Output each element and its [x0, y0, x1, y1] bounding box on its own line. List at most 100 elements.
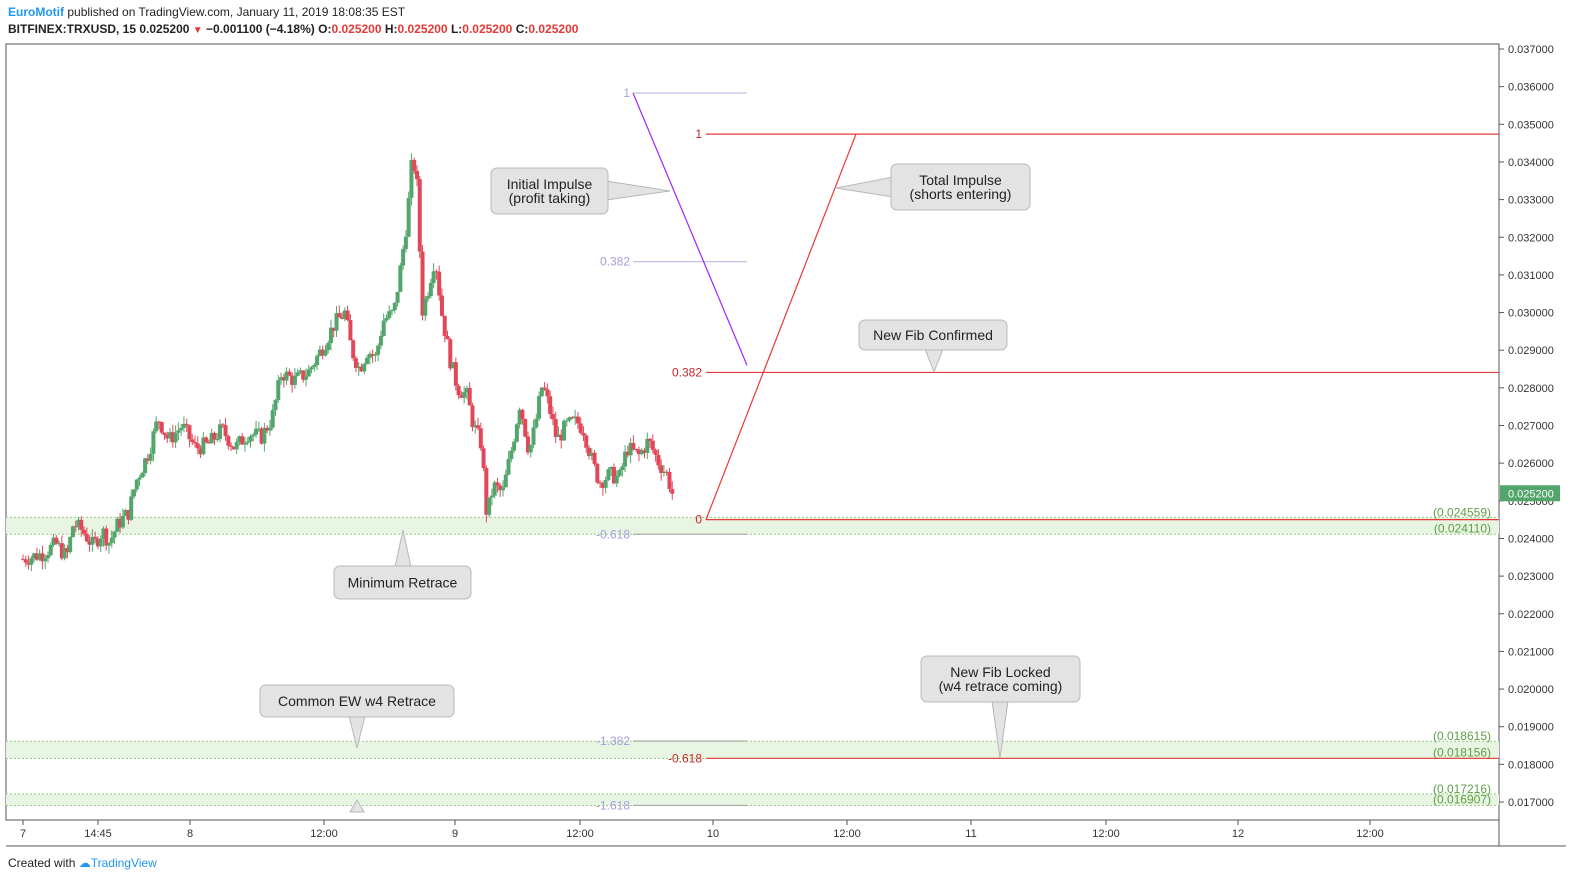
candle-body [578, 423, 583, 433]
price-tick-label: 0.033000 [1508, 195, 1554, 207]
candle-body [390, 310, 395, 312]
candle-body [317, 349, 322, 356]
candle-body [451, 362, 456, 369]
candle-body [537, 396, 542, 419]
candle-body [498, 485, 503, 491]
purple-fib-label: 0.382 [600, 255, 630, 269]
candle-body [384, 317, 389, 321]
candle-body [556, 434, 561, 437]
candle-body [334, 313, 339, 331]
publish-info: EuroMotif published on TradingView.com, … [8, 5, 405, 19]
candle-body [123, 510, 128, 516]
candle-body [606, 469, 611, 480]
total-impulse-callout[interactable]: Total Impulse(shorts entering) [835, 163, 1031, 211]
candle-body [509, 450, 514, 460]
candle-body [661, 471, 666, 473]
minimum-retrace-callout[interactable]: Minimum Retrace [333, 529, 472, 600]
candle-body [259, 428, 264, 444]
candle-body [276, 380, 281, 401]
candle-body [506, 459, 511, 475]
candle-body [445, 336, 450, 340]
candle-body [292, 375, 297, 385]
candle-body [414, 170, 419, 180]
candle-body [109, 537, 114, 544]
candle-body [201, 437, 206, 455]
author-link[interactable]: EuroMotif [8, 5, 64, 19]
candle-body [495, 482, 500, 486]
candle-body [120, 515, 125, 528]
candle-body [381, 320, 386, 336]
candle-body [517, 409, 522, 425]
candle-body [204, 437, 209, 443]
purple-fib-label: -1.382 [596, 734, 630, 748]
candle-body [523, 419, 528, 437]
candle-body [395, 291, 400, 303]
candle-body [134, 479, 139, 490]
zone-top-label: (0.024559) [1433, 505, 1491, 519]
candle-body [587, 447, 592, 456]
candle-body [231, 446, 236, 450]
candle-body [542, 387, 547, 390]
candle-body [295, 372, 300, 376]
candle-body [306, 369, 311, 377]
candle-body [131, 489, 136, 497]
candle-body [470, 405, 475, 428]
candle-body [57, 543, 62, 545]
new-fib-locked-callout[interactable]: New Fib Locked(w4 retrace coming) [920, 655, 1081, 759]
common-ew-callout[interactable]: Common EW w4 Retrace [259, 684, 455, 749]
candle-body [315, 355, 320, 366]
symbol-label: BITFINEX:TRXUSD, 15 [8, 22, 137, 36]
red-fib-label: 1 [695, 127, 702, 141]
candle-body [193, 442, 198, 444]
candle-body [581, 432, 586, 436]
candle-body [611, 466, 616, 484]
candle-body [417, 179, 422, 252]
high-label: H: [384, 22, 398, 36]
candle-body [90, 536, 95, 545]
new-fib-confirmed-callout[interactable]: New Fib Confirmed [858, 319, 1008, 374]
zone-bottom-label: (0.016907) [1433, 793, 1491, 807]
candle-body [104, 528, 109, 546]
tradingview-link[interactable]: TradingView [90, 856, 157, 870]
candle-body [240, 436, 245, 445]
candle-body [331, 327, 336, 331]
minimum-retrace-callout-box [333, 565, 472, 600]
candle-body [353, 358, 358, 369]
candle-body [512, 441, 517, 451]
price-tick-label: 0.035000 [1508, 119, 1554, 131]
chart-border [5, 43, 1500, 821]
candle-body [528, 444, 533, 453]
candle-body [562, 420, 567, 441]
candle-body [301, 370, 306, 380]
price-tick-label: 0.028000 [1508, 383, 1554, 395]
initial-impulse-callout[interactable]: Initial Impulse(profit taking) [490, 167, 671, 215]
candle-body [68, 537, 73, 553]
purple-fib-label: 1 [623, 86, 630, 100]
candle-body [137, 477, 142, 480]
candle-body [98, 538, 103, 547]
candle-body [401, 249, 406, 266]
candle-body [290, 375, 295, 385]
candle-body [229, 445, 234, 447]
open-value: 0.025200 [331, 22, 382, 36]
red-fib-label: 0 [695, 513, 702, 527]
candle-body [107, 543, 112, 546]
candle-body [126, 510, 131, 520]
minimum-retrace-callout-text: Minimum Retrace [348, 575, 458, 591]
price-tick-label: 0.034000 [1508, 157, 1554, 169]
candle-body [373, 354, 378, 356]
candle-body [279, 377, 284, 381]
symbol-info: BITFINEX:TRXUSD, 15 0.025200 ▼ −0.001100… [8, 22, 578, 36]
candle-body [54, 537, 59, 544]
zone-top-label: (0.018615) [1433, 729, 1491, 743]
retrace-zone [6, 517, 1499, 535]
published-text: published on TradingView.com, January 11… [67, 5, 406, 19]
current-price-label: 0.025200 [1508, 488, 1554, 500]
price-tick-label: 0.036000 [1508, 82, 1554, 94]
retrace-zone [6, 741, 1499, 759]
total-impulse-callout-text: (shorts entering) [910, 186, 1012, 202]
created-with-text: Created with [8, 856, 76, 870]
candle-body [564, 420, 569, 422]
candle-body [437, 271, 442, 296]
